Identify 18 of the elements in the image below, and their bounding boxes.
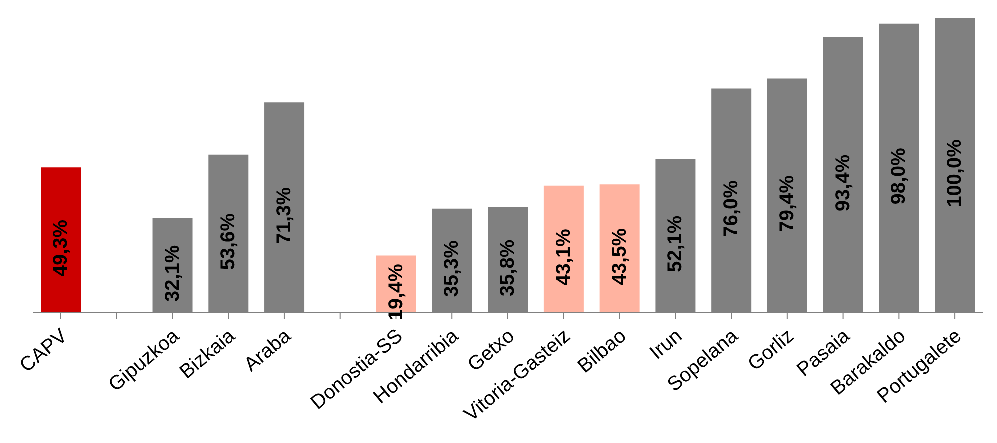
data-label: 32,1% [162,245,184,302]
data-label: 71,3% [274,187,296,244]
data-label: 43,5% [608,228,631,286]
data-label: 52,1% [664,216,687,273]
data-label: 35,3% [441,240,464,298]
bar [600,184,640,313]
data-label: 76,0% [720,180,743,238]
data-label: 19,4% [385,264,408,321]
data-label: 100,0% [944,139,966,208]
bar [544,186,584,313]
data-label: 35,8% [497,240,520,297]
data-label: 49,3% [50,220,72,277]
data-label: 43,1% [552,228,575,286]
data-label: 79,4% [776,175,798,232]
bar [41,168,81,313]
data-label: 53,6% [218,213,240,270]
data-label: 98,0% [888,148,910,205]
data-label: 93,4% [832,154,854,212]
